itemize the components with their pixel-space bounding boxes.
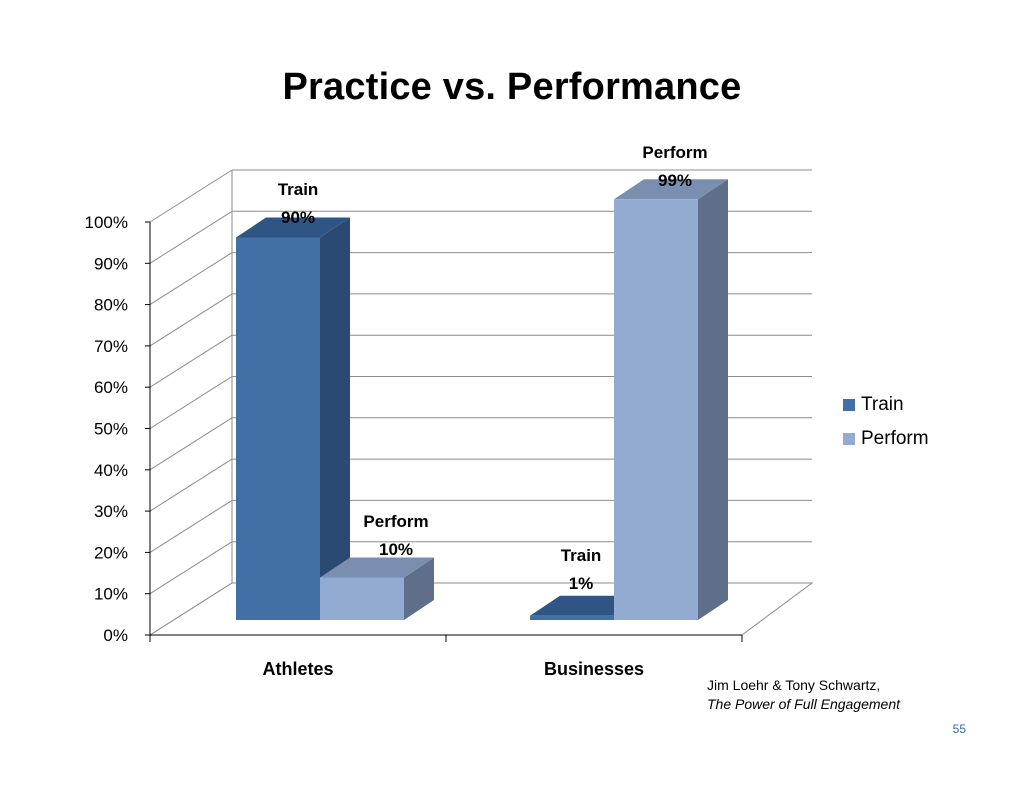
side-gridline: [149, 458, 233, 512]
source-book-title: The Power of Full Engagement: [707, 696, 900, 712]
y-tick-label: 20%: [94, 543, 128, 562]
x-category-label: Businesses: [544, 659, 644, 679]
page-number: 55: [952, 722, 966, 736]
data-label-series: Train: [278, 180, 319, 199]
side-gridline: [149, 376, 233, 429]
side-gridline: [149, 210, 233, 264]
y-tick-label: 60%: [94, 378, 128, 397]
bar-perform-athletes: [320, 557, 434, 620]
bar-front: [320, 577, 404, 620]
data-labels: Train 90% Perform 10% Train 1% Perform 99%: [278, 143, 708, 593]
data-label-value: 99%: [658, 171, 692, 190]
data-label-series: Train: [561, 546, 602, 565]
source-citation: Jim Loehr & Tony Schwartz, The Power of …: [707, 676, 900, 714]
y-tick-label: 40%: [94, 461, 128, 480]
y-tick-label: 80%: [94, 296, 128, 315]
legend-swatch-train: [843, 399, 855, 411]
bar-top: [320, 557, 434, 578]
y-tick-label: 100%: [85, 213, 128, 232]
y-tick-label: 10%: [94, 585, 128, 604]
side-gridline: [149, 169, 233, 223]
bar-train-athletes: [236, 217, 350, 620]
y-tick-label: 0%: [103, 626, 128, 645]
chart-title: Practice vs. Performance: [282, 66, 742, 108]
bar-front: [614, 199, 698, 620]
legend-label-perform: Perform: [861, 428, 929, 449]
y-tick-label: 30%: [94, 502, 128, 521]
legend-item-train: Train: [843, 388, 929, 422]
side-gridline: [149, 417, 233, 471]
data-label-value: 10%: [379, 540, 413, 559]
y-tick-label: 70%: [94, 337, 128, 356]
y-tick-label: 90%: [94, 254, 128, 273]
source-authors: Jim Loehr & Tony Schwartz,: [707, 677, 881, 693]
bar-side: [320, 217, 350, 620]
data-label-series: Perform: [363, 512, 428, 531]
side-gridline: [149, 582, 233, 636]
side-gridline: [149, 334, 233, 388]
bar-side: [404, 557, 434, 620]
bar-top: [614, 179, 728, 200]
bar-front: [236, 237, 320, 620]
legend-item-perform: Perform: [843, 422, 929, 456]
y-axis-ticks: 0% 10% 20% 30% 40% 50% 60% 70% 80% 90% 100%: [85, 213, 151, 645]
bar-perform-businesses: [614, 179, 728, 620]
data-label-value: 90%: [281, 208, 315, 227]
x-axis-categories: Athletes Businesses: [149, 634, 743, 679]
side-gridline: [149, 541, 233, 595]
legend-label-train: Train: [861, 394, 904, 415]
data-label-value: 1%: [569, 574, 594, 593]
side-gridline: [149, 499, 233, 553]
side-gridline: [149, 252, 233, 306]
bar-top: [236, 217, 350, 238]
data-label-series: Perform: [642, 143, 707, 162]
bar-front: [530, 615, 614, 620]
x-category-label: Athletes: [262, 659, 333, 679]
side-gridline: [149, 293, 233, 347]
legend-swatch-perform: [843, 433, 855, 445]
chart-legend: Train Perform: [843, 388, 929, 456]
y-tick-label: 50%: [94, 420, 128, 439]
chart-bars: [236, 179, 728, 620]
bar-side: [698, 179, 728, 620]
